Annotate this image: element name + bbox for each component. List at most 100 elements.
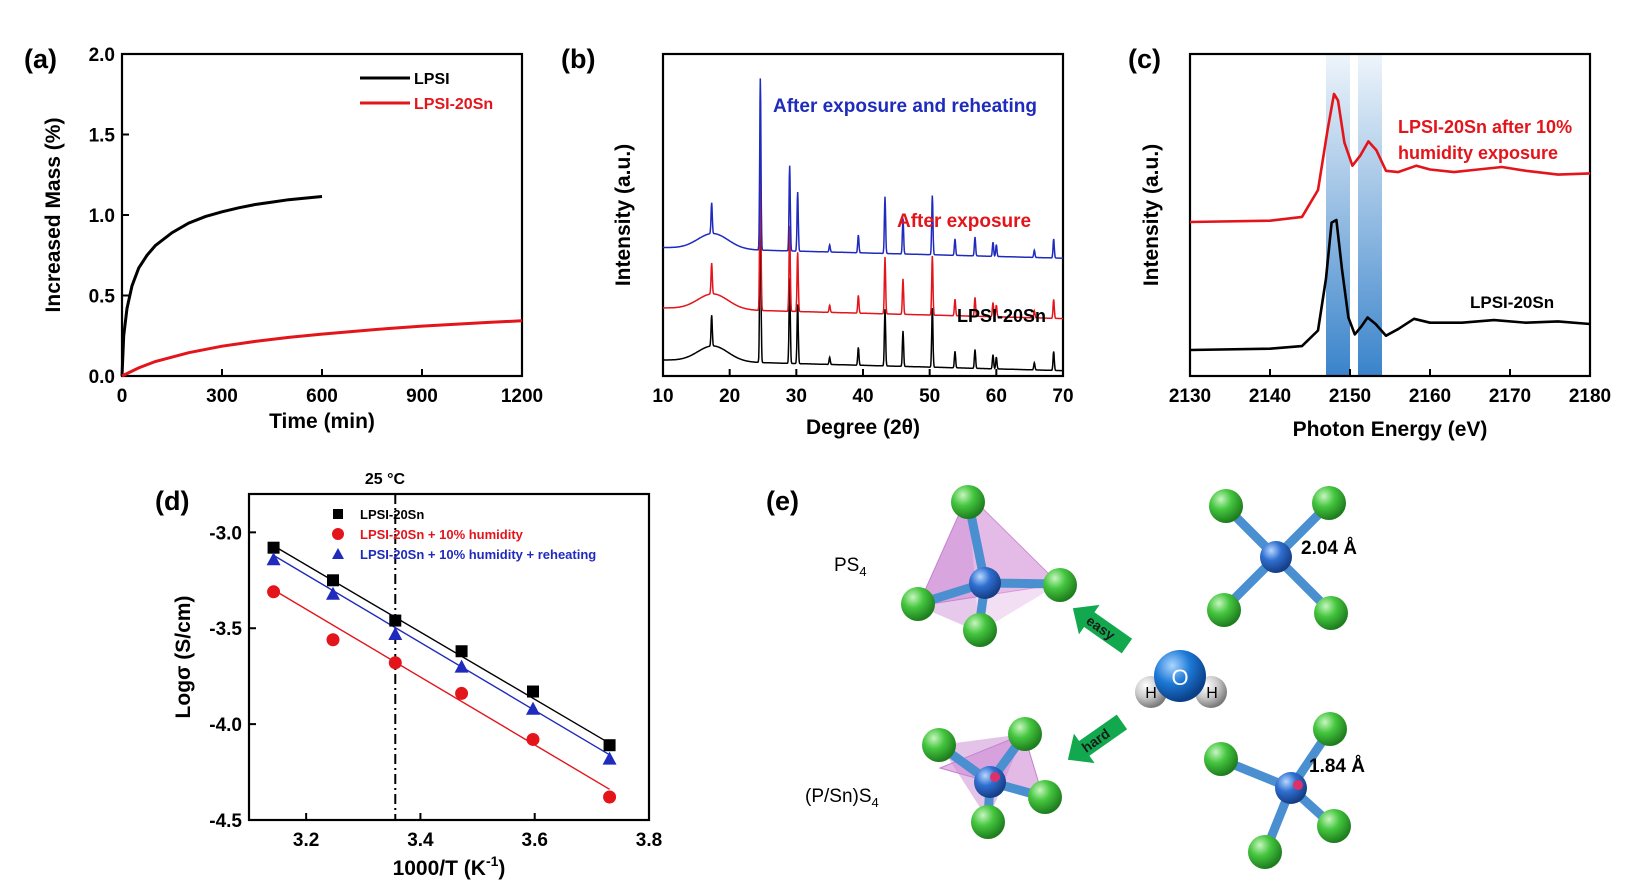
panel-label-d: (d) — [155, 486, 189, 516]
panel-d-point-circle — [603, 790, 617, 804]
panel-e-schematic: PS4 (P/Sn)S4 — [805, 485, 1365, 869]
panel-d-point-triangle — [266, 552, 281, 566]
ps4-tetrahedron — [901, 485, 1077, 647]
panel-c-series — [1189, 92, 1591, 352]
sulfur-atom — [1008, 717, 1042, 751]
panel-c-xtick-label: 2130 — [1169, 386, 1211, 407]
sulfur-atom — [1043, 568, 1077, 602]
panel-b-series-line-2 — [663, 138, 1063, 320]
sulfur-atom — [951, 485, 985, 519]
panel-d-point-square — [389, 614, 402, 627]
tin-site-marker — [1293, 780, 1303, 790]
hard-arrow-shape — [1067, 714, 1128, 764]
panel-label-a: (a) — [24, 44, 57, 74]
panel-a-xlabel: Time (min) — [269, 410, 375, 433]
water-h1-label: H — [1145, 685, 1157, 702]
phosphorus-atom — [1275, 772, 1307, 804]
panel-c-highlight-bands — [1326, 54, 1382, 376]
panel-d-legend: LPSI-20Sn LPSI-20Sn + 10% humidity LPSI-… — [332, 507, 596, 562]
easy-arrow-shape — [1072, 604, 1133, 654]
panel-d-ticks: 3.2 3.4 3.6 3.8 -3.0 -3.5 -4.0 -4.5 — [209, 523, 662, 851]
sulfur-atom — [1028, 780, 1062, 814]
psns4-label-main: (P/Sn)S — [805, 786, 872, 807]
panel-a-plot: 0 300 600 900 1200 0.0 0.5 1.0 1.5 2.0 Time (min)… — [42, 45, 543, 433]
panel-b-series — [663, 78, 1064, 372]
panel-a-series — [120, 195, 523, 378]
panel-c-label-exposed-line1: LPSI-20Sn after 10% — [1398, 117, 1572, 137]
panel-b-ylabel: Intensity (a.u.) — [612, 144, 635, 286]
panel-c-xlabel: Photon Energy (eV) — [1293, 418, 1488, 441]
panel-b-ticks: 10 20 30 40 50 60 70 — [652, 369, 1074, 407]
panel-a-xtick-label: 0 — [117, 386, 128, 407]
psns4-label: (P/Sn)S4 — [805, 786, 879, 810]
water-h2-label: H — [1206, 685, 1218, 702]
tin-site-marker — [990, 772, 1000, 782]
panel-d-fit-line-3 — [273, 554, 610, 756]
easy-arrow: easy — [1072, 604, 1133, 654]
panel-c-ylabel: Intensity (a.u.) — [1140, 144, 1163, 286]
panel-b-plot: 10 20 30 40 50 60 70 Degree (2θ) Intensity (a.… — [612, 52, 1074, 439]
panel-c-label-exposed-line2: humidity exposure — [1398, 143, 1558, 163]
sulfur-atom — [1312, 486, 1346, 520]
panel-a-ticks: 0 300 600 900 1200 0.0 0.5 1.0 1.5 2.0 — [89, 45, 544, 407]
panel-b-xtick-label: 50 — [919, 386, 940, 407]
ps4-label-main: PS — [834, 555, 859, 576]
panel-d-point-square — [327, 574, 339, 587]
panel-c-xtick-label: 2180 — [1569, 386, 1611, 407]
panel-a-legend: LPSI LPSI-20Sn — [360, 71, 493, 113]
legend-lpsi20sn-label: LPSI-20Sn — [414, 96, 493, 113]
ps4-label-sub: 4 — [859, 564, 866, 579]
panel-c-label-pristine: LPSI-20Sn — [1470, 293, 1554, 312]
panel-d-point-circle — [455, 686, 469, 700]
sulfur-atom — [1313, 712, 1347, 746]
legend-lpsi-label: LPSI — [414, 71, 450, 88]
sulfur-atom — [1204, 742, 1238, 776]
panel-a-series-line-2 — [121, 319, 523, 378]
panel-d-ytick-label: -3.0 — [209, 523, 242, 544]
sulfur-atom — [1248, 835, 1282, 869]
psns4-ball-stick — [1204, 712, 1351, 869]
phosphorus-atom — [1260, 541, 1292, 573]
panel-c-series-line-1 — [1189, 218, 1591, 352]
panel-a-xtick-label: 1200 — [501, 386, 543, 407]
legend-d-triangle — [332, 548, 344, 559]
hard-arrow: hard — [1067, 714, 1128, 764]
panel-d-ylabel: Logσ (S/cm) — [172, 596, 195, 719]
panel-c-label-exposed: LPSI-20Sn after 10% humidity exposure — [1398, 117, 1577, 163]
panel-c-xtick-label: 2140 — [1249, 386, 1291, 407]
oxygen-atom — [1154, 650, 1206, 702]
panel-d-point-square — [455, 645, 468, 658]
panel-d-point-triangle — [388, 626, 403, 640]
panel-d-annotation-25c: 25 °C — [365, 471, 406, 488]
legend-d-circle — [332, 528, 344, 540]
panel-d-ytick-label: -4.5 — [209, 811, 242, 832]
panel-d-point-triangle — [526, 701, 540, 715]
legend-d-square — [333, 509, 343, 519]
sulfur-atom — [971, 805, 1005, 839]
panel-d-ytick-label: -3.5 — [209, 619, 242, 640]
phosphorus-atom — [969, 567, 1001, 599]
panel-c-xtick-label: 2150 — [1329, 386, 1371, 407]
sulfur-atom — [922, 728, 956, 762]
psns4-label-sub: 4 — [872, 795, 879, 810]
panel-a-ytick-label: 2.0 — [89, 45, 115, 66]
panel-b-series-line-1 — [663, 190, 1064, 372]
panel-b-label-reheat: After exposure and reheating — [773, 96, 1037, 117]
panel-label-b: (b) — [561, 44, 595, 74]
panel-d-point-square — [267, 541, 280, 554]
panel-b-xtick-label: 10 — [652, 386, 673, 407]
panel-d-frame — [247, 492, 651, 822]
legend-d-label-1: LPSI-20Sn — [360, 507, 424, 522]
panel-d-point-circle — [388, 656, 402, 670]
legend-d-label-3: LPSI-20Sn + 10% humidity + reheating — [360, 547, 596, 562]
sulfur-atom — [963, 613, 997, 647]
sulfur-atom — [1314, 596, 1348, 630]
panel-b-xtick-label: 40 — [852, 386, 873, 407]
panel-b-label-pristine: LPSI-20Sn — [957, 306, 1046, 326]
panel-c-band-2 — [1358, 54, 1382, 376]
sulfur-atom — [1209, 489, 1243, 523]
panel-c-ticks: 2130 2140 2150 2160 2170 2180 — [1169, 369, 1611, 407]
panel-a-xtick-label: 900 — [406, 386, 438, 407]
water-o-label: O — [1171, 665, 1188, 690]
